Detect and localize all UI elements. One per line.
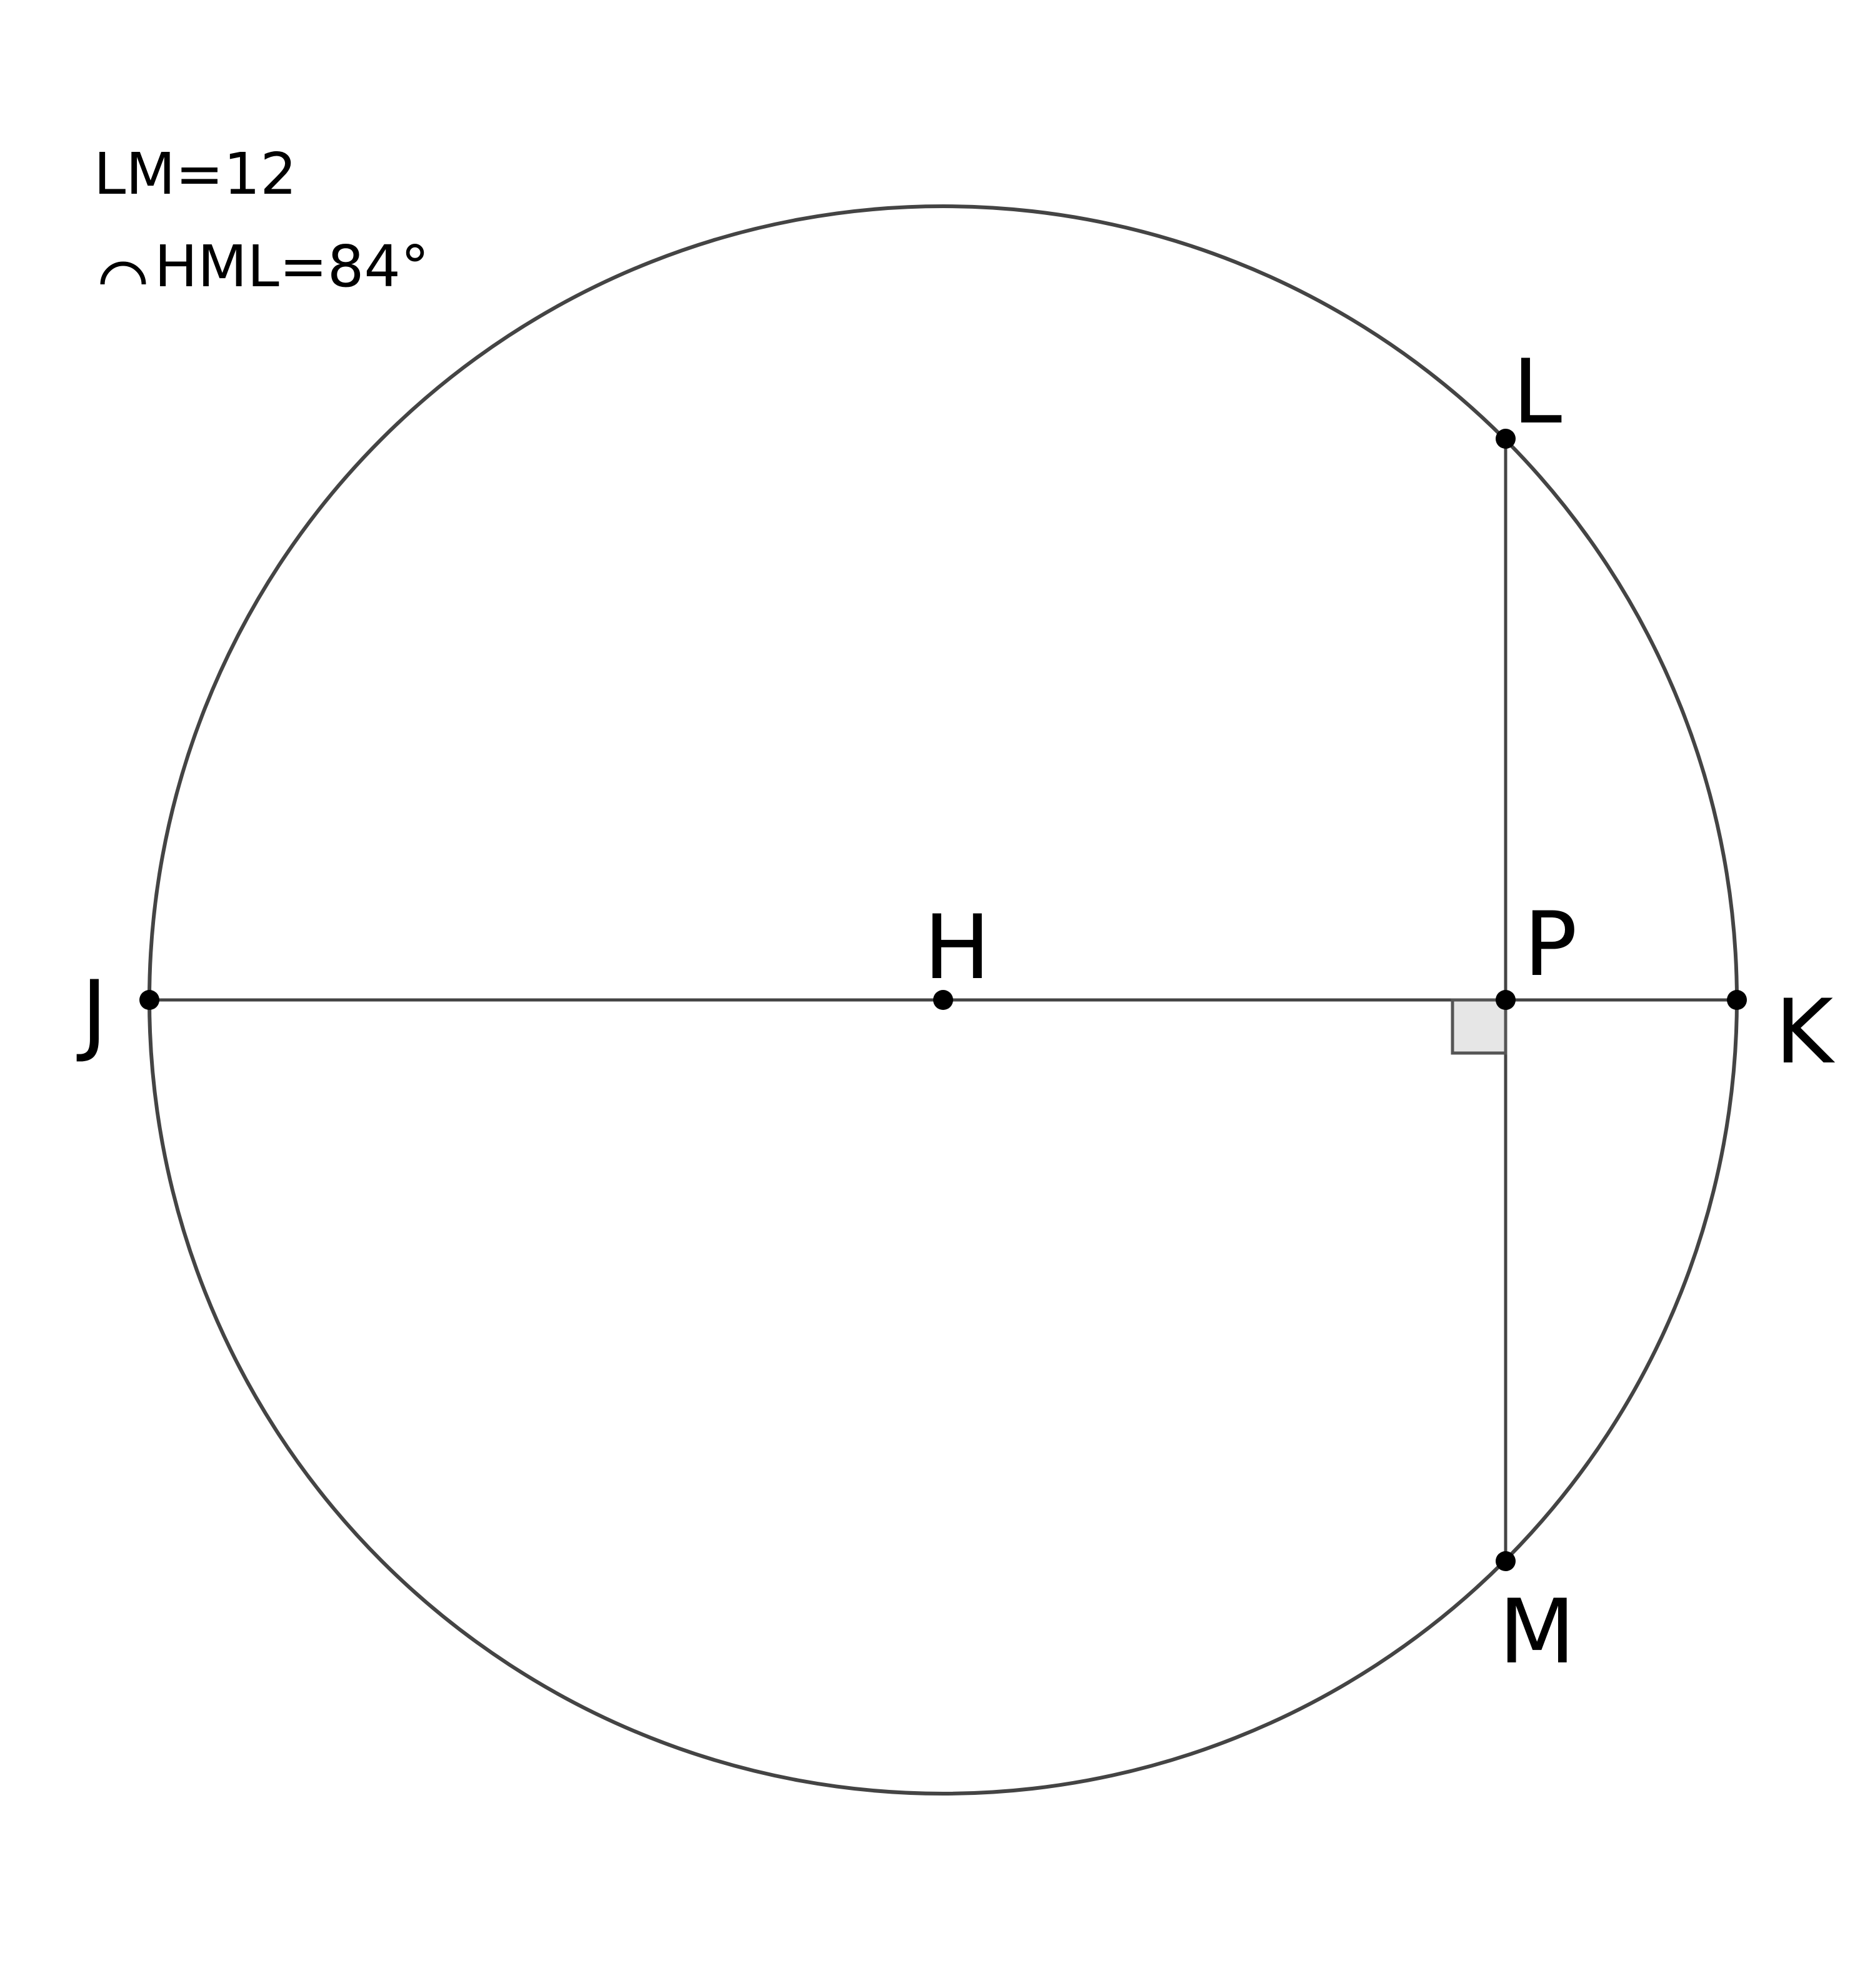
label-k: K: [1775, 981, 1836, 1084]
label-j: J: [76, 962, 108, 1065]
label-l: L: [1512, 341, 1562, 444]
point-h: [933, 990, 953, 1010]
point-j: [139, 990, 159, 1010]
arc-symbol-icon: [100, 261, 146, 285]
point-k: [1727, 990, 1747, 1010]
right-angle-marker: [1451, 998, 1508, 1055]
given-arc-hml-measure: HML=84°: [154, 233, 429, 300]
label-p: P: [1524, 893, 1578, 996]
label-m: M: [1499, 1581, 1576, 1684]
point-p: [1496, 990, 1516, 1010]
point-m: [1496, 1551, 1516, 1571]
point-l: [1496, 429, 1516, 449]
label-h: H: [924, 896, 991, 999]
given-lm-length: LM=12: [94, 141, 297, 207]
